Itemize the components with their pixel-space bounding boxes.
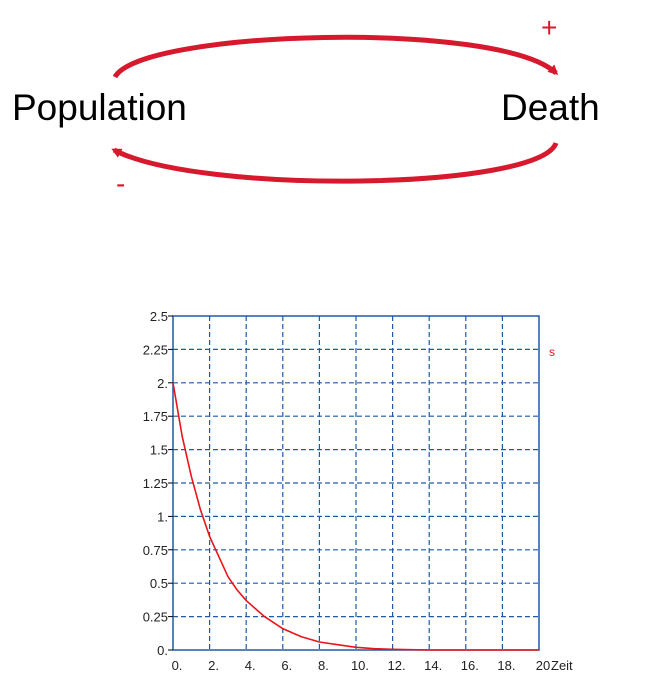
x-tick-label: 20 (536, 658, 550, 673)
x-tick-label: 2. (208, 658, 219, 673)
negative-polarity-sign: - (116, 168, 126, 199)
node-death: Death (501, 87, 600, 128)
x-axis-label: Zeit (551, 658, 573, 673)
y-tick-label: 2. (157, 376, 168, 391)
y-tick-label: 2.25 (143, 342, 168, 357)
y-tick-label: 0.25 (143, 610, 168, 625)
x-tick-label: 12. (388, 658, 406, 673)
y-tick-label: 1. (157, 509, 168, 524)
legend-entry: s (549, 345, 555, 359)
x-tick-label: 6. (281, 658, 292, 673)
x-tick-label: 4. (245, 658, 256, 673)
y-tick-label: 0.5 (150, 576, 168, 591)
x-tick-label: 16. (461, 658, 479, 673)
x-tick-label: 14. (424, 658, 442, 673)
positive-polarity-sign: + (541, 12, 558, 43)
positive-link-arrow (112, 34, 559, 79)
y-tick-label: 2.5 (150, 309, 168, 324)
causal-loop-arrows (111, 34, 559, 184)
y-tick-label: 1.5 (150, 443, 168, 458)
x-tick-label: 8. (318, 658, 329, 673)
negative-link-arrow (111, 141, 559, 184)
y-tick-label: 1.75 (143, 409, 168, 424)
x-tick-label: 0. (172, 658, 183, 673)
x-tick-label: 10. (351, 658, 369, 673)
node-population: Population (12, 87, 187, 128)
y-tick-label: 0. (157, 643, 168, 658)
x-tick-label: 18. (497, 658, 515, 673)
y-tick-label: 1.25 (143, 476, 168, 491)
y-tick-label: 0.75 (143, 543, 168, 558)
